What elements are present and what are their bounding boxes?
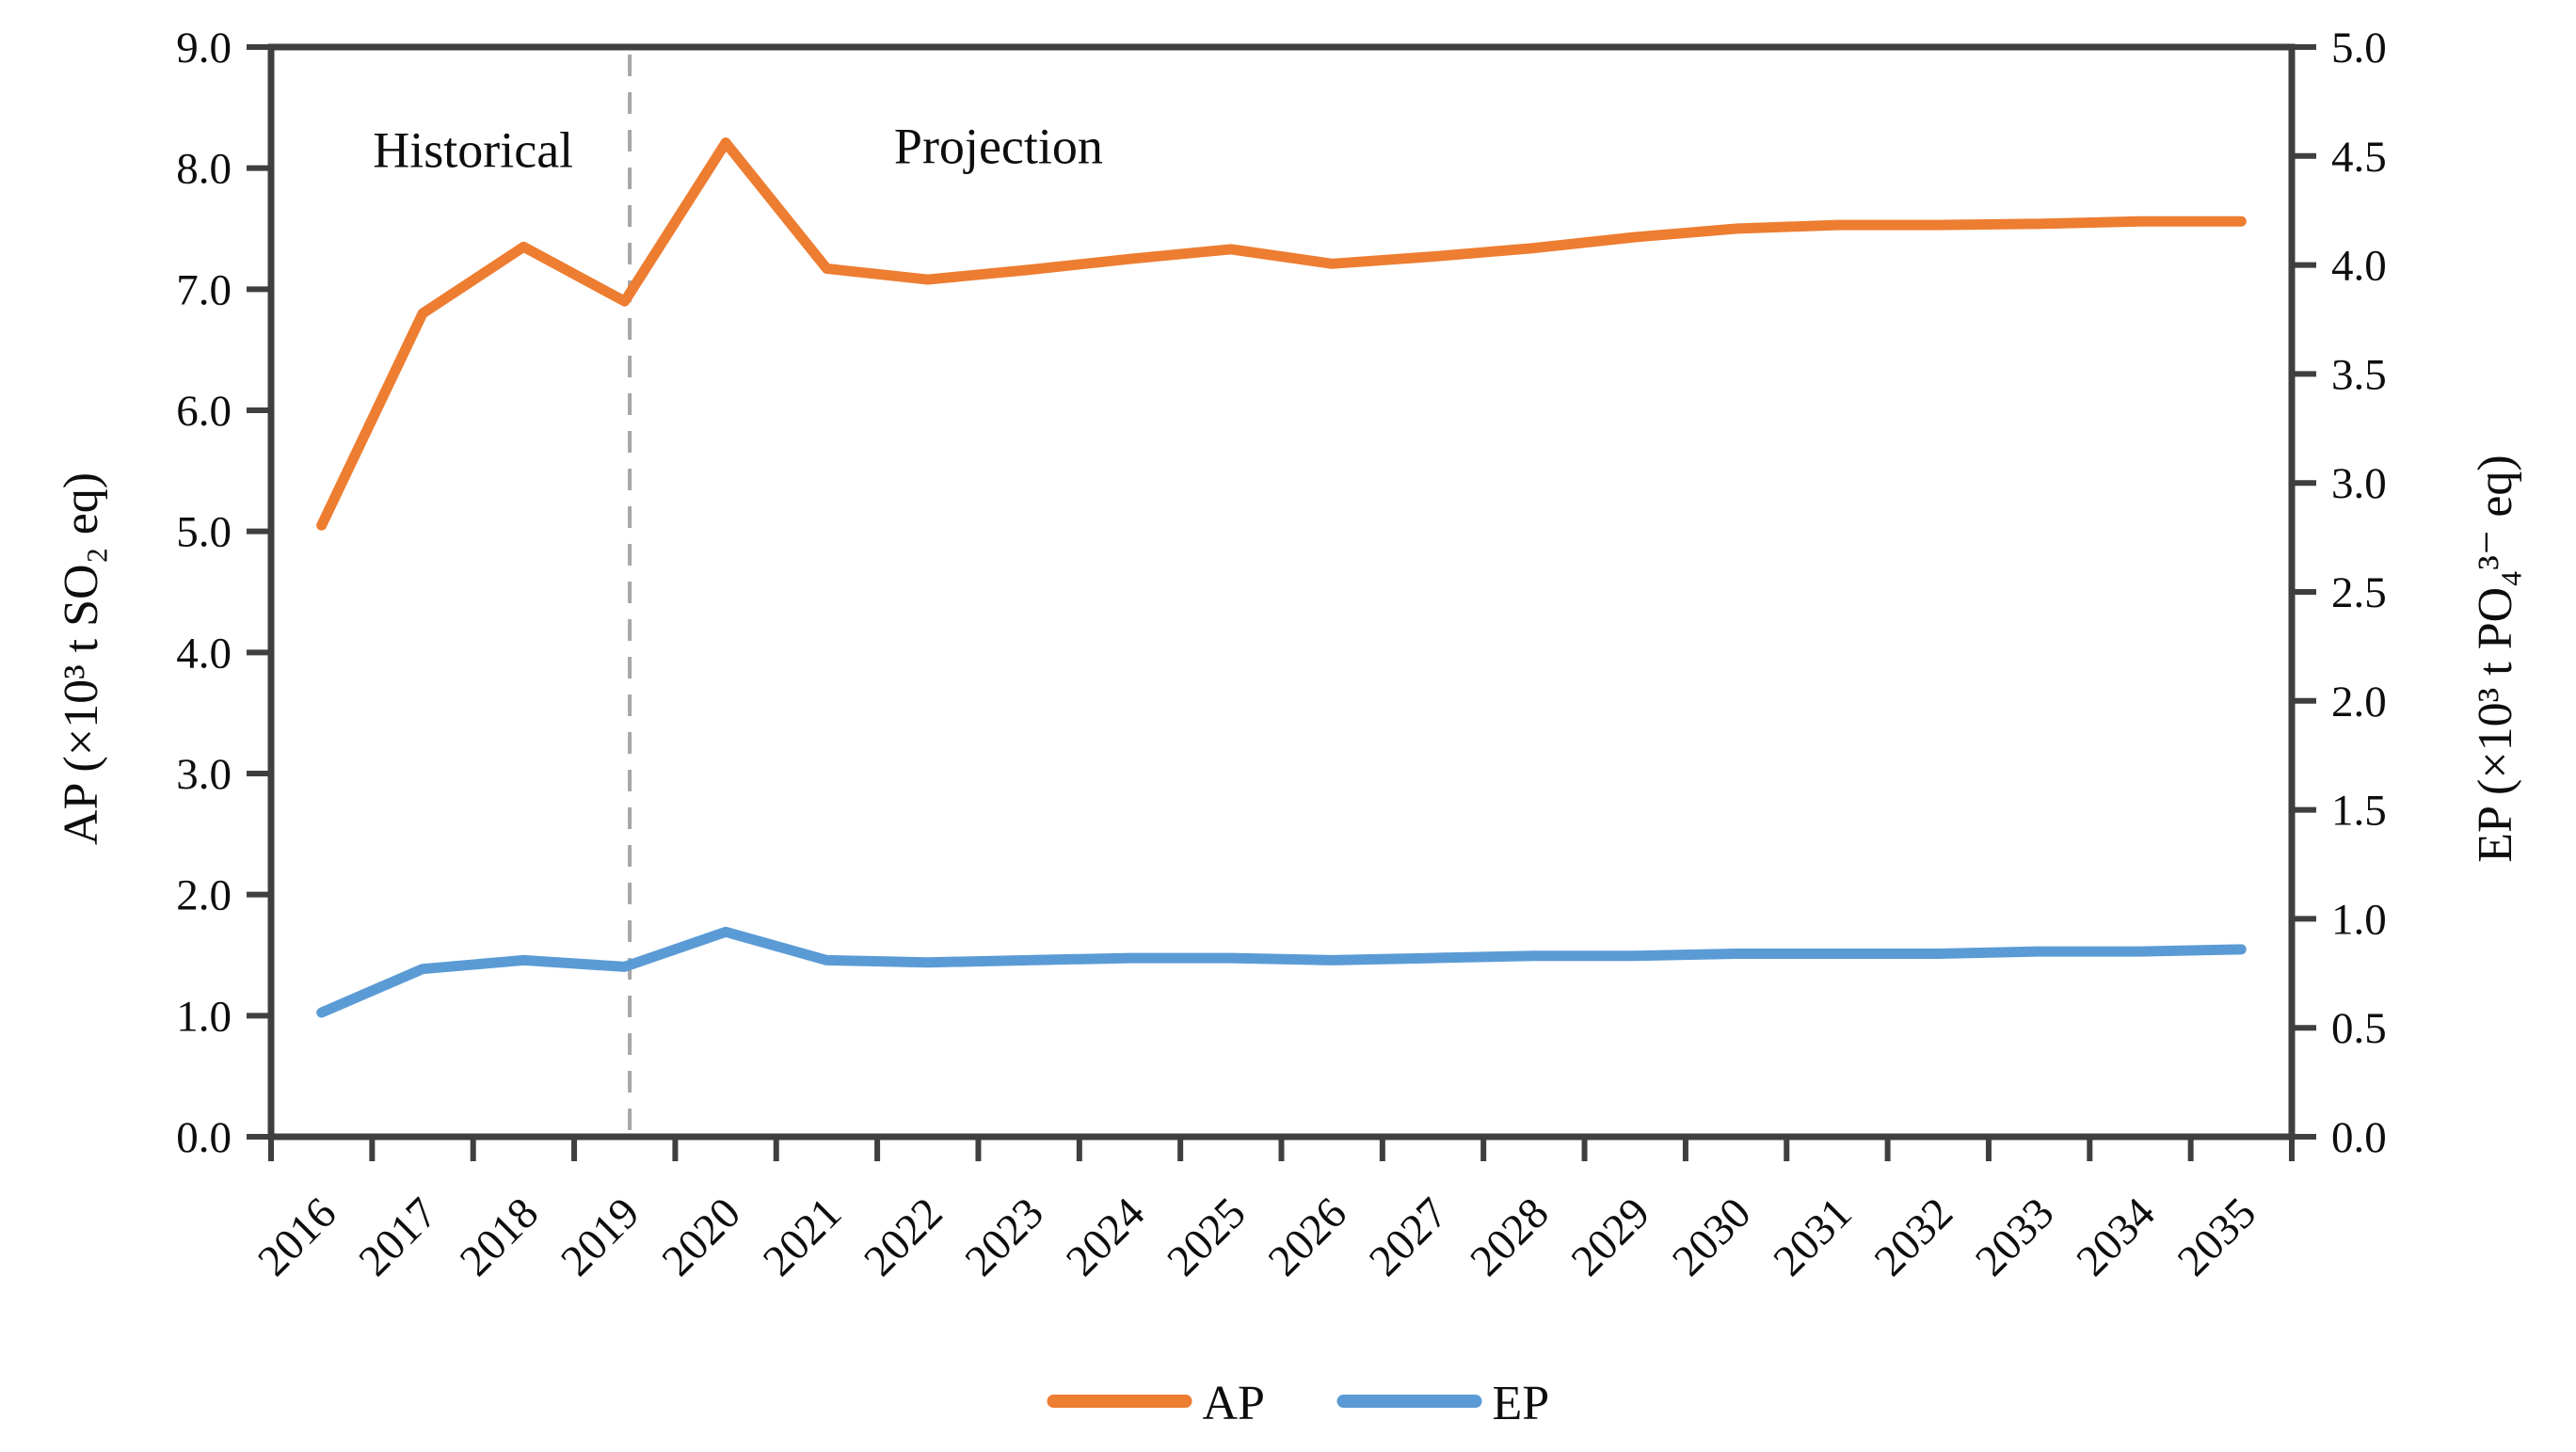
right-axis-title: EP (×10³ t PO₄³⁻ eq)	[2469, 455, 2522, 862]
right-axis-tick-label: 3.5	[2331, 350, 2387, 399]
x-axis-label: 2031	[1764, 1189, 1861, 1285]
right-axis-tick-label: 1.5	[2331, 787, 2387, 836]
x-axis-label: 2023	[956, 1189, 1053, 1285]
left-axis-tick-label: 5.0	[176, 508, 232, 557]
x-axis-label: 2018	[451, 1189, 548, 1285]
x-axis-label: 2033	[1966, 1189, 2063, 1285]
x-axis-label: 2030	[1663, 1189, 1760, 1285]
x-axis-label: 2026	[1259, 1189, 1356, 1285]
right-axis-tick-label: 4.5	[2331, 133, 2387, 182]
legend-label-ap: AP	[1203, 1377, 1265, 1430]
left-axis-title: AP (×10³ t SO₂ eq)	[55, 472, 108, 845]
series-line-ap	[316, 137, 2247, 531]
x-axis-label: 2017	[350, 1189, 447, 1285]
plot-border	[267, 43, 2296, 1141]
series-line-ep	[316, 926, 2247, 1018]
x-axis-label: 2022	[855, 1189, 952, 1285]
right-axis-tick-label: 2.0	[2331, 678, 2387, 726]
right-axis-tick-label: 2.5	[2331, 568, 2387, 617]
x-axis-label: 2021	[754, 1189, 851, 1285]
left-axis-tick-label: 3.0	[176, 750, 232, 799]
x-axis-label: 2028	[1461, 1189, 1558, 1285]
right-axis-tick-label: 5.0	[2331, 24, 2387, 72]
left-axis-tick-label: 6.0	[176, 387, 232, 436]
x-axis-label: 2029	[1562, 1189, 1659, 1285]
x-axis-label: 2032	[1865, 1189, 1962, 1285]
right-axis-tick-label: 4.0	[2331, 242, 2387, 291]
legend-label-ep: EP	[1493, 1377, 1550, 1430]
x-axis-label: 2016	[248, 1189, 345, 1285]
left-axis-tick-label: 2.0	[176, 871, 232, 920]
annotation-projection: Projection	[894, 119, 1103, 175]
x-axis-label: 2034	[2068, 1189, 2165, 1285]
left-axis-tick-label: 4.0	[176, 629, 232, 678]
annotation-historical: Historical	[373, 121, 573, 178]
right-axis-tick-label: 0.5	[2331, 1004, 2387, 1053]
right-axis-tick-label: 0.0	[2331, 1113, 2387, 1162]
left-axis-tick-label: 8.0	[176, 145, 232, 194]
right-axis-tick-label: 3.0	[2331, 459, 2387, 508]
left-axis-tick-label: 7.0	[176, 265, 232, 314]
x-axis-label: 2024	[1057, 1189, 1154, 1285]
x-axis-label: 2020	[653, 1189, 750, 1285]
x-axis-label: 2025	[1158, 1189, 1255, 1285]
x-axis-label: 2035	[2168, 1189, 2265, 1285]
x-axis-label: 2027	[1360, 1189, 1457, 1285]
x-axis-label: 2019	[552, 1189, 648, 1285]
left-axis-tick-label: 0.0	[176, 1113, 232, 1162]
left-axis-tick-label: 1.0	[176, 992, 232, 1041]
left-axis-tick-label: 9.0	[176, 24, 232, 72]
right-axis-tick-label: 1.0	[2331, 895, 2387, 944]
